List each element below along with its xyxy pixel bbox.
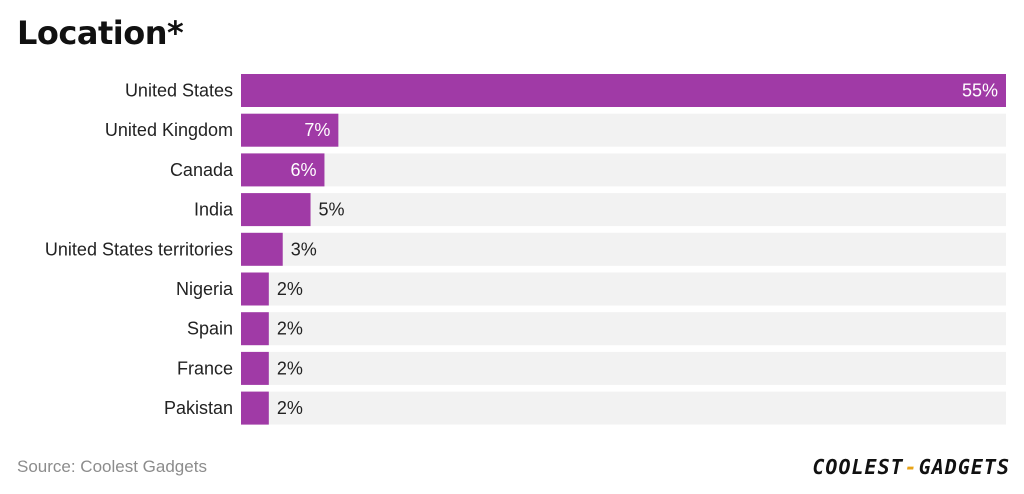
value-label: 2%	[277, 319, 303, 339]
bar-track	[241, 232, 1006, 266]
category-label: United States	[125, 81, 233, 101]
category-label: France	[177, 358, 233, 378]
category-label: Nigeria	[176, 279, 234, 299]
brand-logo: COOLEST - GADGETS	[812, 452, 1010, 482]
bar	[241, 351, 269, 385]
category-label: Spain	[187, 319, 233, 339]
bar	[241, 232, 283, 266]
bar	[241, 113, 339, 147]
bar-track	[241, 272, 1006, 306]
bar-track	[241, 193, 1006, 227]
category-label: United Kingdom	[105, 120, 233, 140]
bar	[241, 272, 269, 306]
chart-title: Location*	[17, 14, 184, 52]
value-label: 5%	[319, 200, 345, 220]
value-label: 3%	[291, 239, 317, 259]
value-label: 2%	[277, 398, 303, 418]
value-label: 7%	[304, 120, 330, 140]
category-label: Pakistan	[164, 398, 233, 418]
bar	[241, 312, 269, 346]
brand-logo-left: COOLEST	[812, 455, 904, 479]
bar	[241, 391, 269, 425]
bar-track	[241, 113, 1006, 147]
category-label: India	[194, 200, 234, 220]
bar	[241, 153, 325, 187]
value-label: 6%	[290, 160, 316, 180]
bar	[241, 74, 1006, 107]
value-label: 2%	[277, 358, 303, 378]
bar-track	[241, 391, 1006, 425]
bar-track	[241, 351, 1006, 385]
source-note: Source: Coolest Gadgets	[17, 457, 207, 476]
brand-logo-dash: -	[904, 455, 918, 479]
value-label: 55%	[962, 81, 998, 101]
brand-logo-right: GADGETS	[918, 455, 1010, 479]
category-label: Canada	[170, 160, 234, 180]
bar-track	[241, 153, 1006, 187]
bar	[241, 193, 311, 227]
bar-track	[241, 312, 1006, 346]
value-label: 2%	[277, 279, 303, 299]
category-label: United States territories	[45, 239, 233, 259]
